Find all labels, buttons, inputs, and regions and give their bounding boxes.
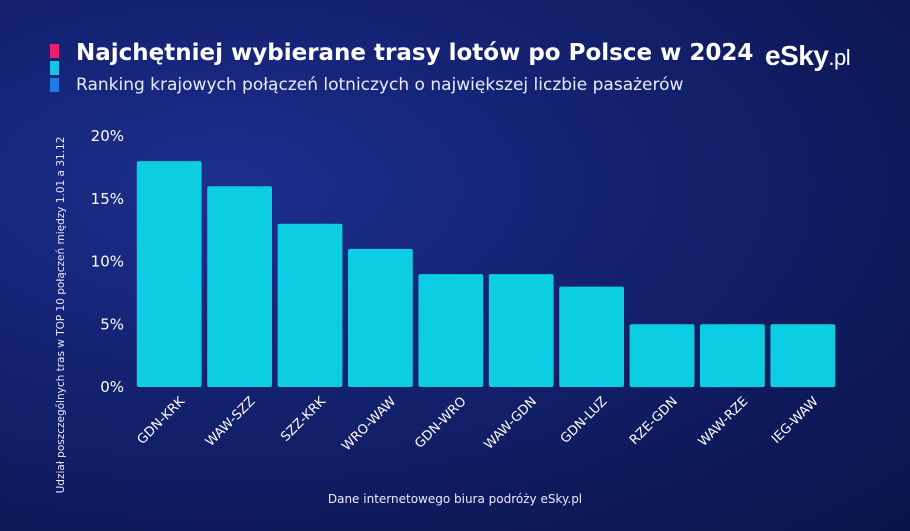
logo-suffix: .pl [828, 45, 851, 70]
y-tick-label: 20% [91, 127, 124, 145]
x-tick-label: WAW-GDN [482, 394, 540, 452]
bar [418, 274, 484, 387]
bar [770, 324, 836, 388]
x-tick-label: IEG-WAW [769, 394, 822, 447]
y-tick-label: 10% [91, 253, 124, 271]
x-tick-label: GDN-LUZ [558, 394, 611, 447]
bar [700, 324, 765, 388]
source-note: Dane internetowego biura podróży eSky.pl [327, 492, 583, 506]
accent-bar-pink [50, 44, 59, 58]
x-tick-label: SZZ-KRK [278, 394, 329, 445]
x-axis-labels: GDN-KRK WAW-SZZ SZZ-KRK WRO-WAW GDN-WRO WAW-G… [135, 394, 822, 454]
bars [136, 161, 836, 388]
y-tick-label: 0% [100, 378, 124, 396]
bar [277, 223, 343, 387]
chart-subtitle: Ranking krajowych połączeń lotniczych o … [76, 75, 684, 95]
chart-title: Najchętniej wybierane trasy lotów po Pol… [76, 40, 754, 66]
x-tick-label: WRO-WAW [339, 394, 399, 454]
bar [488, 274, 554, 387]
bar [348, 248, 413, 387]
x-tick-label: GDN-WRO [412, 394, 469, 451]
esky-logo: eSky.pl [765, 40, 851, 72]
bar [559, 286, 624, 387]
x-tick-label: GDN-KRK [135, 394, 189, 448]
bar [207, 186, 272, 387]
x-tick-label: RZE-GDN [627, 394, 681, 448]
x-tick-label: WAW-SZZ [203, 394, 259, 450]
accent-bar-cyan [50, 61, 59, 75]
x-tick-label: WAW-RZE [696, 394, 752, 450]
logo-brand: eSky [765, 40, 829, 71]
y-tick-label: 5% [100, 315, 124, 333]
y-tick-label: 15% [91, 190, 124, 208]
accent-bar-blue [50, 78, 59, 92]
bar [136, 161, 202, 387]
bar [629, 324, 695, 388]
y-axis-ticks: 0% 5% 10% 15% 20% [91, 127, 124, 396]
